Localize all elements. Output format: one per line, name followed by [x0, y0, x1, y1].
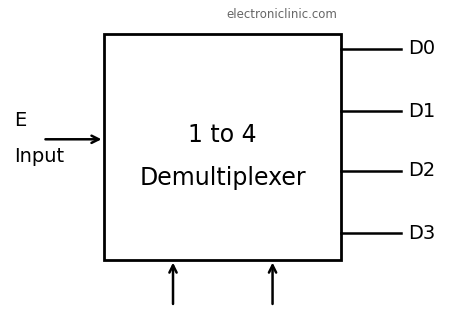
Text: Demultiplexer: Demultiplexer: [139, 167, 306, 190]
Text: D0: D0: [408, 39, 435, 58]
Bar: [104, 34, 341, 260]
Text: D2: D2: [408, 161, 435, 180]
Text: D1: D1: [408, 102, 435, 121]
Text: D3: D3: [408, 224, 435, 243]
Text: Input: Input: [14, 147, 64, 166]
Text: E: E: [14, 111, 27, 130]
Text: electroniclinic.com: electroniclinic.com: [227, 8, 337, 21]
Text: 1 to 4: 1 to 4: [189, 123, 257, 146]
